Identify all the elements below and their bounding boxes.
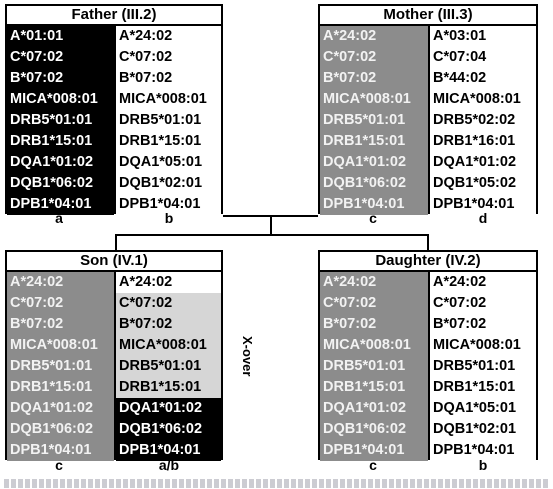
mother-right-allele: A*03:01 xyxy=(430,26,536,47)
son-haplotype-c-label: c xyxy=(55,457,63,473)
daughter-left-allele: DPB1*04:01 xyxy=(320,440,428,461)
daughter-right-allele: C*07:02 xyxy=(430,293,536,314)
mother-right-allele: DPB1*04:01 xyxy=(430,194,536,215)
daughter-left-allele: A*24:02 xyxy=(320,272,428,293)
daughter-haplotype-c: A*24:02 C*07:02 B*07:02 MICA*008:01 DRB5*01:… xyxy=(318,270,430,461)
daughter-right-allele: DPB1*04:01 xyxy=(430,440,536,461)
son-title: Son (IV.1) xyxy=(5,250,223,272)
father-title: Father (III.2) xyxy=(5,4,223,26)
father-left-allele: A*01:01 xyxy=(7,26,114,47)
father-right-allele: MICA*008:01 xyxy=(116,89,221,110)
son-left-allele: DQB1*06:02 xyxy=(7,419,114,440)
father-left-allele: MICA*008:01 xyxy=(7,89,114,110)
son-left-allele: A*24:02 xyxy=(7,272,114,293)
son-left-allele: DRB5*01:01 xyxy=(7,356,114,377)
mother-left-allele: DRB5*01:01 xyxy=(320,110,428,131)
daughter-left-allele: C*07:02 xyxy=(320,293,428,314)
father-haplotype-b-label: b xyxy=(164,210,174,226)
mother-left-allele: B*07:02 xyxy=(320,68,428,89)
mother-haplotype-c-label: c xyxy=(369,210,377,226)
son-left-allele: B*07:02 xyxy=(7,314,114,335)
daughter-right-allele: DQB1*02:01 xyxy=(430,419,536,440)
father-left-allele: DRB1*15:01 xyxy=(7,131,114,152)
daughter-right-allele: MICA*008:01 xyxy=(430,335,536,356)
son-right-allele: B*07:02 xyxy=(116,314,221,335)
mother-title: Mother (III.3) xyxy=(318,4,538,26)
son-right-allele: DPB1*04:01 xyxy=(116,440,221,461)
mother-right-allele: DQB1*05:02 xyxy=(430,173,536,194)
son-haplotype-c: A*24:02 C*07:02 B*07:02 MICA*008:01 DRB5*01:… xyxy=(5,270,116,461)
daughter-left-allele: DQA1*01:02 xyxy=(320,398,428,419)
mother-haplotype-d-label: d xyxy=(478,210,488,226)
father-haplotype-a: A*01:01 C*07:02 B*07:02 MICA*008:01 DRB5*01:… xyxy=(5,24,116,215)
father-left-allele: DQA1*01:02 xyxy=(7,152,114,173)
son-left-allele: DRB1*15:01 xyxy=(7,377,114,398)
son-left-allele: DPB1*04:01 xyxy=(7,440,114,461)
mother-left-allele: DRB1*15:01 xyxy=(320,131,428,152)
son-right-allele: A*24:02 xyxy=(116,272,221,293)
daughter-haplotype-b-label: b xyxy=(478,457,488,473)
sibship-line xyxy=(115,234,429,236)
descent-line xyxy=(270,215,272,235)
father-left-allele: B*07:02 xyxy=(7,68,114,89)
son-connector xyxy=(115,234,117,250)
daughter-right-allele: DRB5*01:01 xyxy=(430,356,536,377)
mother-right-allele: DRB5*02:02 xyxy=(430,110,536,131)
daughter-right-allele: DQA1*05:01 xyxy=(430,398,536,419)
son-right-allele: C*07:02 xyxy=(116,293,221,314)
father-left-allele: DQB1*06:02 xyxy=(7,173,114,194)
crossover-label: X-over xyxy=(240,336,255,377)
daughter-left-allele: DRB1*15:01 xyxy=(320,377,428,398)
son-right-allele: DRB5*01:01 xyxy=(116,356,221,377)
daughter-left-allele: MICA*008:01 xyxy=(320,335,428,356)
father-left-allele: DPB1*04:01 xyxy=(7,194,114,215)
mother-left-allele: DQB1*06:02 xyxy=(320,173,428,194)
mother-left-allele: DPB1*04:01 xyxy=(320,194,428,215)
daughter-right-allele: DRB1*15:01 xyxy=(430,377,536,398)
daughter-left-allele: DQB1*06:02 xyxy=(320,419,428,440)
son-haplotype-ab-label: a/b xyxy=(158,457,180,473)
daughter-right-allele: B*07:02 xyxy=(430,314,536,335)
caption-illegible xyxy=(4,479,549,488)
son-left-allele: DQA1*01:02 xyxy=(7,398,114,419)
son-right-allele: DQB1*06:02 xyxy=(116,419,221,440)
daughter-right-allele: A*24:02 xyxy=(430,272,536,293)
mother-left-allele: A*24:02 xyxy=(320,26,428,47)
son-right-allele: DRB1*15:01 xyxy=(116,377,221,398)
father-right-allele: DPB1*04:01 xyxy=(116,194,221,215)
father-right-allele: DQB1*02:01 xyxy=(116,173,221,194)
son-right-allele: DQA1*01:02 xyxy=(116,398,221,419)
father-left-allele: DRB5*01:01 xyxy=(7,110,114,131)
father-haplotype-b: A*24:02 C*07:02 B*07:02 MICA*008:01 DRB5*01:… xyxy=(114,24,223,215)
father-right-allele: A*24:02 xyxy=(116,26,221,47)
father-left-allele: C*07:02 xyxy=(7,47,114,68)
mother-right-allele: B*44:02 xyxy=(430,68,536,89)
mother-left-allele: DQA1*01:02 xyxy=(320,152,428,173)
mother-right-allele: C*07:04 xyxy=(430,47,536,68)
mother-right-allele: DRB1*16:01 xyxy=(430,131,536,152)
son-haplotype-ab: A*24:02 C*07:02 B*07:02 MICA*008:01 DRB5*01:… xyxy=(114,270,223,461)
daughter-title: Daughter (IV.2) xyxy=(318,250,538,272)
son-right-allele: MICA*008:01 xyxy=(116,335,221,356)
father-right-allele: C*07:02 xyxy=(116,47,221,68)
son-left-allele: MICA*008:01 xyxy=(7,335,114,356)
daughter-haplotype-c-label: c xyxy=(369,457,377,473)
mother-right-allele: DQA1*01:02 xyxy=(430,152,536,173)
father-haplotype-a-label: a xyxy=(55,210,63,226)
mother-left-allele: C*07:02 xyxy=(320,47,428,68)
son-left-allele: C*07:02 xyxy=(7,293,114,314)
father-right-allele: DRB1*15:01 xyxy=(116,131,221,152)
mother-left-allele: MICA*008:01 xyxy=(320,89,428,110)
mother-haplotype-d: A*03:01 C*07:04 B*44:02 MICA*008:01 DRB5*02:… xyxy=(428,24,538,215)
mother-right-allele: MICA*008:01 xyxy=(430,89,536,110)
father-right-allele: B*07:02 xyxy=(116,68,221,89)
father-right-allele: DQA1*05:01 xyxy=(116,152,221,173)
daughter-left-allele: B*07:02 xyxy=(320,314,428,335)
mother-haplotype-c: A*24:02 C*07:02 B*07:02 MICA*008:01 DRB5*01:… xyxy=(318,24,430,215)
father-right-allele: DRB5*01:01 xyxy=(116,110,221,131)
daughter-left-allele: DRB5*01:01 xyxy=(320,356,428,377)
daughter-haplotype-b: A*24:02 C*07:02 B*07:02 MICA*008:01 DRB5*01:… xyxy=(428,270,538,461)
daughter-connector xyxy=(427,234,429,250)
